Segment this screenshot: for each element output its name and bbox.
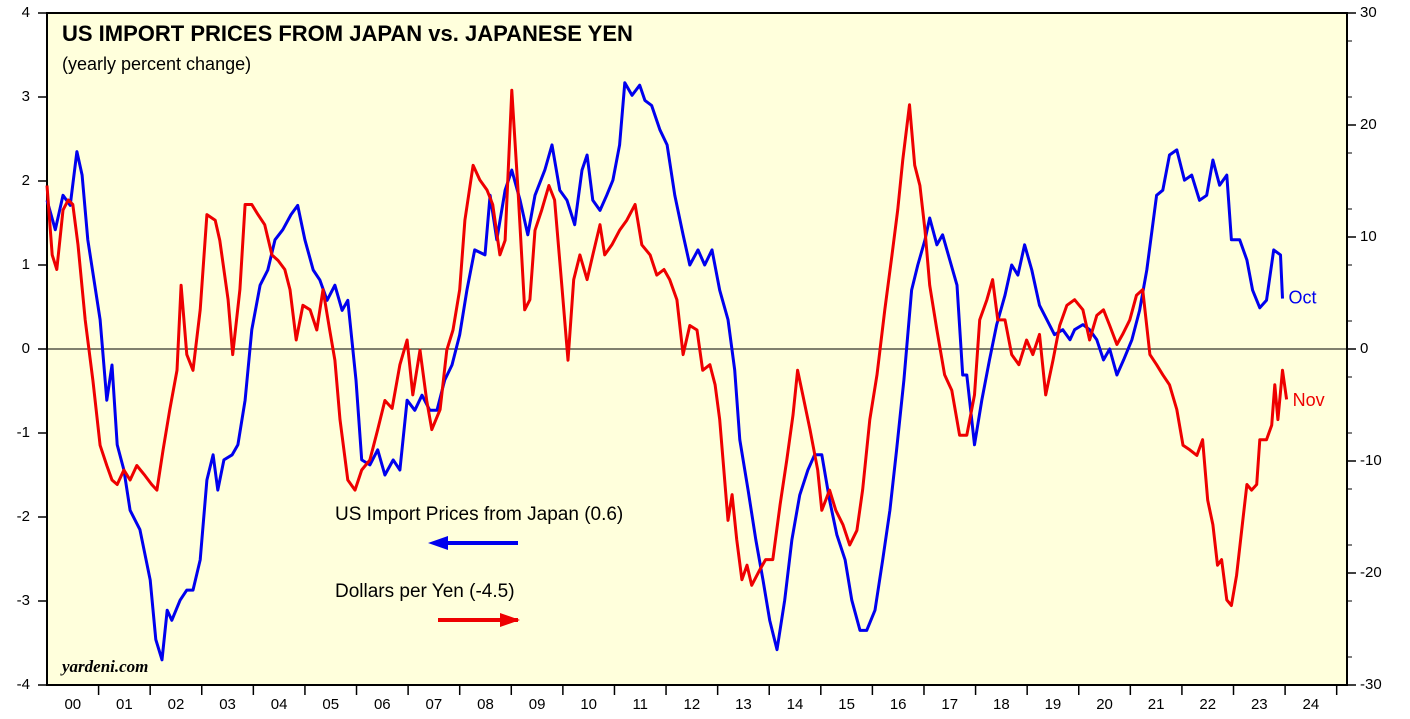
x-tick-label: 00 (64, 696, 81, 713)
x-tick-label: 07 (426, 696, 443, 713)
x-tick-label: 04 (271, 696, 288, 713)
end-label: Nov (1293, 390, 1325, 410)
x-tick-label: 12 (683, 696, 700, 713)
legend-label: US Import Prices from Japan (0.6) (335, 504, 623, 525)
x-tick-label: 15 (838, 696, 855, 713)
x-tick-label: 17 (941, 696, 958, 713)
x-tick-label: 11 (632, 696, 648, 713)
legend-label: Dollars per Yen (-4.5) (335, 581, 515, 602)
x-tick-label: 18 (993, 696, 1010, 713)
y-tick-label: 1 (22, 256, 30, 273)
x-tick-label: 09 (529, 696, 546, 713)
x-tick-label: 08 (477, 696, 494, 713)
y2-tick-label: 30 (1360, 4, 1377, 21)
y-tick-label: -1 (17, 424, 30, 441)
x-tick-label: 24 (1303, 696, 1320, 713)
y2-tick-label: -30 (1360, 676, 1382, 693)
x-tick-label: 13 (735, 696, 752, 713)
x-tick-label: 01 (116, 696, 133, 713)
legend-arrowhead (428, 536, 448, 550)
y-tick-label: -3 (17, 592, 30, 609)
x-tick-label: 14 (787, 696, 804, 713)
y-tick-label: 0 (22, 340, 30, 357)
x-tick-label: 10 (580, 696, 597, 713)
y2-tick-label: -10 (1360, 452, 1382, 469)
x-tick-label: 23 (1251, 696, 1268, 713)
y2-tick-label: -20 (1360, 564, 1382, 581)
series-line (45, 88, 1289, 607)
x-tick-label: 19 (1045, 696, 1062, 713)
x-tick-label: 05 (322, 696, 339, 713)
y-tick-label: 2 (22, 172, 30, 189)
legend-arrowhead (500, 613, 520, 627)
series-line (45, 81, 1284, 662)
end-label: Oct (1289, 287, 1317, 307)
y-tick-label: -4 (17, 676, 30, 693)
y-tick-label: 3 (22, 88, 30, 105)
y2-tick-label: 0 (1360, 340, 1368, 357)
x-tick-label: 03 (219, 696, 236, 713)
x-tick-label: 02 (168, 696, 185, 713)
x-tick-label: 16 (890, 696, 907, 713)
x-tick-label: 21 (1148, 696, 1165, 713)
source: yardeni.com (60, 657, 148, 676)
chart-title: US IMPORT PRICES FROM JAPAN vs. JAPANESE… (62, 21, 633, 46)
x-tick-label: 06 (374, 696, 391, 713)
x-tick-label: 20 (1096, 696, 1113, 713)
y-tick-label: -2 (17, 508, 30, 525)
x-tick-label: 22 (1199, 696, 1216, 713)
chart-subtitle: (yearly percent change) (62, 54, 251, 74)
y2-tick-label: 10 (1360, 228, 1377, 245)
y-tick-label: 4 (22, 4, 30, 21)
y2-tick-label: 20 (1360, 116, 1377, 133)
